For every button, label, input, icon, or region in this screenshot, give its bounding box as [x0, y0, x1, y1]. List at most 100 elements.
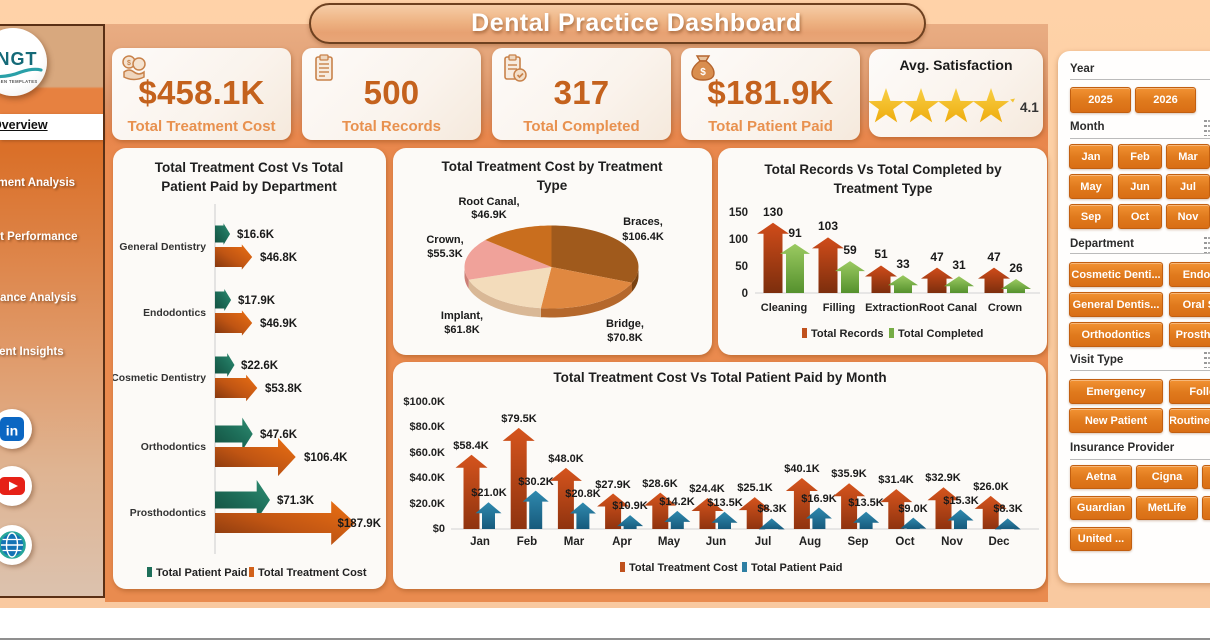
svg-text:47: 47 — [930, 250, 944, 264]
svg-text:General Dentistry: General Dentistry — [119, 242, 206, 253]
svg-text:100: 100 — [729, 234, 748, 246]
svg-text:$30.2K: $30.2K — [518, 476, 554, 488]
svg-text:Root Canal,: Root Canal, — [458, 196, 519, 208]
svg-text:$0: $0 — [433, 523, 445, 535]
svg-text:Type: Type — [537, 178, 568, 193]
svg-text:130: 130 — [763, 205, 783, 219]
svg-text:Nov: Nov — [941, 536, 963, 548]
svg-text:$25.1K: $25.1K — [737, 482, 773, 494]
svg-text:Total Completed: Total Completed — [898, 328, 983, 340]
svg-text:$: $ — [127, 60, 131, 67]
svg-text:$40.1K: $40.1K — [784, 463, 820, 475]
svg-text:$106.4K: $106.4K — [622, 231, 664, 243]
svg-text:Jan: Jan — [470, 536, 490, 548]
svg-text:Prosthodontics: Prosthodontics — [130, 508, 206, 519]
svg-text:Crown: Crown — [988, 302, 1023, 314]
svg-text:51: 51 — [874, 247, 888, 261]
svg-text:Orthodontics: Orthodontics — [141, 442, 206, 453]
svg-text:Root Canal: Root Canal — [919, 302, 977, 314]
svg-text:Feb: Feb — [517, 536, 537, 548]
svg-text:$79.5K: $79.5K — [501, 413, 537, 425]
svg-text:$22.6K: $22.6K — [241, 360, 279, 372]
svg-text:$16.9K: $16.9K — [801, 493, 837, 505]
svg-text:$10.9K: $10.9K — [612, 500, 648, 512]
svg-text:$40.0K: $40.0K — [410, 472, 446, 484]
svg-text:Bridge,: Bridge, — [606, 318, 644, 330]
svg-text:$13.5K: $13.5K — [707, 497, 743, 509]
svg-text:$187.9K: $187.9K — [338, 518, 382, 530]
svg-text:$26.0K: $26.0K — [973, 481, 1009, 493]
svg-text:$106.4K: $106.4K — [304, 452, 348, 464]
svg-text:$16.6K: $16.6K — [237, 229, 275, 241]
svg-text:$20.8K: $20.8K — [565, 488, 601, 500]
svg-text:Treatment Type: Treatment Type — [834, 181, 933, 196]
svg-text:33: 33 — [896, 257, 910, 271]
svg-text:Total Treatment Cost: Total Treatment Cost — [258, 567, 367, 579]
svg-text:Dec: Dec — [988, 536, 1010, 548]
svg-text:Jun: Jun — [706, 536, 726, 548]
svg-text:Jul: Jul — [755, 536, 772, 548]
svg-text:$8.3K: $8.3K — [993, 503, 1022, 515]
svg-text:Mar: Mar — [564, 536, 585, 548]
svg-text:150: 150 — [729, 207, 748, 219]
svg-text:Total Patient Paid: Total Patient Paid — [156, 567, 247, 579]
svg-text:NGT: NGT — [0, 49, 38, 69]
svg-text:Total Patient Paid: Total Patient Paid — [751, 562, 842, 574]
svg-text:Total Treatment Cost by Treatm: Total Treatment Cost by Treatment — [441, 159, 663, 174]
svg-text:$58.4K: $58.4K — [453, 440, 489, 452]
svg-text:0: 0 — [742, 288, 748, 300]
svg-text:Total Records: Total Records — [811, 328, 884, 340]
svg-text:$28.6K: $28.6K — [642, 478, 678, 490]
svg-text:Filling: Filling — [823, 302, 855, 314]
svg-text:$27.9K: $27.9K — [595, 479, 631, 491]
svg-text:Sep: Sep — [847, 536, 868, 548]
svg-text:$15.3K: $15.3K — [943, 495, 979, 507]
svg-text:$53.8K: $53.8K — [265, 383, 303, 395]
svg-text:NEXTGEN TEMPLATES: NEXTGEN TEMPLATES — [0, 79, 38, 84]
svg-text:$70.8K: $70.8K — [607, 332, 643, 344]
svg-text:$100.0K: $100.0K — [403, 396, 445, 408]
svg-text:$35.9K: $35.9K — [831, 468, 867, 480]
svg-text:$31.4K: $31.4K — [878, 474, 914, 486]
svg-text:$8.3K: $8.3K — [757, 503, 786, 515]
svg-text:Total Treatment Cost: Total Treatment Cost — [629, 562, 738, 574]
svg-text:Oct: Oct — [895, 536, 914, 548]
svg-text:Endodontics: Endodontics — [143, 308, 206, 319]
svg-text:$13.5K: $13.5K — [848, 497, 884, 509]
svg-text:Apr: Apr — [612, 536, 632, 548]
svg-text:59: 59 — [843, 243, 857, 257]
svg-text:50: 50 — [735, 261, 748, 273]
svg-text:$48.0K: $48.0K — [548, 453, 584, 465]
svg-text:$60.0K: $60.0K — [410, 447, 446, 459]
svg-text:$17.9K: $17.9K — [238, 295, 276, 307]
svg-text:$61.8K: $61.8K — [444, 324, 480, 336]
svg-text:$55.3K: $55.3K — [427, 248, 463, 260]
svg-text:$80.0K: $80.0K — [410, 421, 446, 433]
svg-text:91: 91 — [788, 226, 802, 240]
svg-text:$24.4K: $24.4K — [689, 483, 725, 495]
svg-text:26: 26 — [1009, 261, 1023, 275]
svg-text:Cleaning: Cleaning — [761, 302, 807, 314]
svg-text:Patient Paid by Department: Patient Paid by Department — [161, 179, 337, 194]
svg-text:$71.3K: $71.3K — [277, 495, 315, 507]
svg-text:May: May — [658, 536, 681, 548]
svg-text:$14.2K: $14.2K — [659, 496, 695, 508]
svg-text:Total Treatment Cost Vs Total: Total Treatment Cost Vs Total Patient Pa… — [553, 370, 886, 385]
svg-text:in: in — [6, 423, 18, 439]
svg-text:$20.0K: $20.0K — [410, 498, 446, 510]
svg-text:Total Records Vs Total Complet: Total Records Vs Total Completed by — [764, 162, 1002, 177]
svg-text:Crown,: Crown, — [426, 234, 463, 246]
svg-text:Cosmetic Dentistry: Cosmetic Dentistry — [113, 373, 206, 384]
svg-text:Extraction: Extraction — [865, 302, 919, 314]
svg-text:$21.0K: $21.0K — [471, 487, 507, 499]
svg-text:$32.9K: $32.9K — [925, 472, 961, 484]
svg-text:Total Treatment Cost Vs Total: Total Treatment Cost Vs Total — [155, 160, 344, 175]
svg-text:$: $ — [700, 67, 706, 78]
svg-text:$46.9K: $46.9K — [260, 318, 298, 330]
svg-text:$46.9K: $46.9K — [471, 209, 507, 221]
svg-text:47: 47 — [987, 250, 1001, 264]
svg-text:$47.6K: $47.6K — [260, 429, 298, 441]
svg-text:31: 31 — [952, 258, 966, 272]
svg-text:Implant,: Implant, — [441, 310, 483, 322]
svg-text:$46.8K: $46.8K — [260, 252, 298, 264]
